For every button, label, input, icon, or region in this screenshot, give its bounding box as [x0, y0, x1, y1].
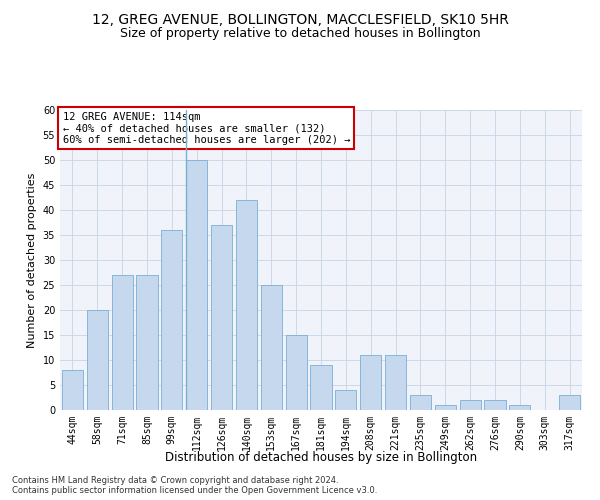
- Bar: [62, 370, 83, 410]
- Text: 12, GREG AVENUE, BOLLINGTON, MACCLESFIELD, SK10 5HR: 12, GREG AVENUE, BOLLINGTON, MACCLESFIEL…: [92, 12, 508, 26]
- Bar: [261, 285, 282, 410]
- Text: 12 GREG AVENUE: 114sqm
← 40% of detached houses are smaller (132)
60% of semi-de: 12 GREG AVENUE: 114sqm ← 40% of detached…: [62, 112, 350, 144]
- Bar: [87, 310, 108, 410]
- Text: Contains HM Land Registry data © Crown copyright and database right 2024.: Contains HM Land Registry data © Crown c…: [12, 476, 338, 485]
- Bar: [360, 355, 381, 410]
- Bar: [335, 390, 356, 410]
- Text: Distribution of detached houses by size in Bollington: Distribution of detached houses by size …: [165, 451, 477, 464]
- Bar: [286, 335, 307, 410]
- Bar: [236, 200, 257, 410]
- Bar: [186, 160, 207, 410]
- Text: Contains public sector information licensed under the Open Government Licence v3: Contains public sector information licen…: [12, 486, 377, 495]
- Bar: [136, 275, 158, 410]
- Bar: [460, 400, 481, 410]
- Bar: [310, 365, 332, 410]
- Bar: [385, 355, 406, 410]
- Bar: [484, 400, 506, 410]
- Bar: [559, 395, 580, 410]
- Bar: [211, 225, 232, 410]
- Bar: [161, 230, 182, 410]
- Bar: [410, 395, 431, 410]
- Bar: [112, 275, 133, 410]
- Text: Size of property relative to detached houses in Bollington: Size of property relative to detached ho…: [119, 28, 481, 40]
- Bar: [435, 405, 456, 410]
- Bar: [509, 405, 530, 410]
- Y-axis label: Number of detached properties: Number of detached properties: [27, 172, 37, 348]
